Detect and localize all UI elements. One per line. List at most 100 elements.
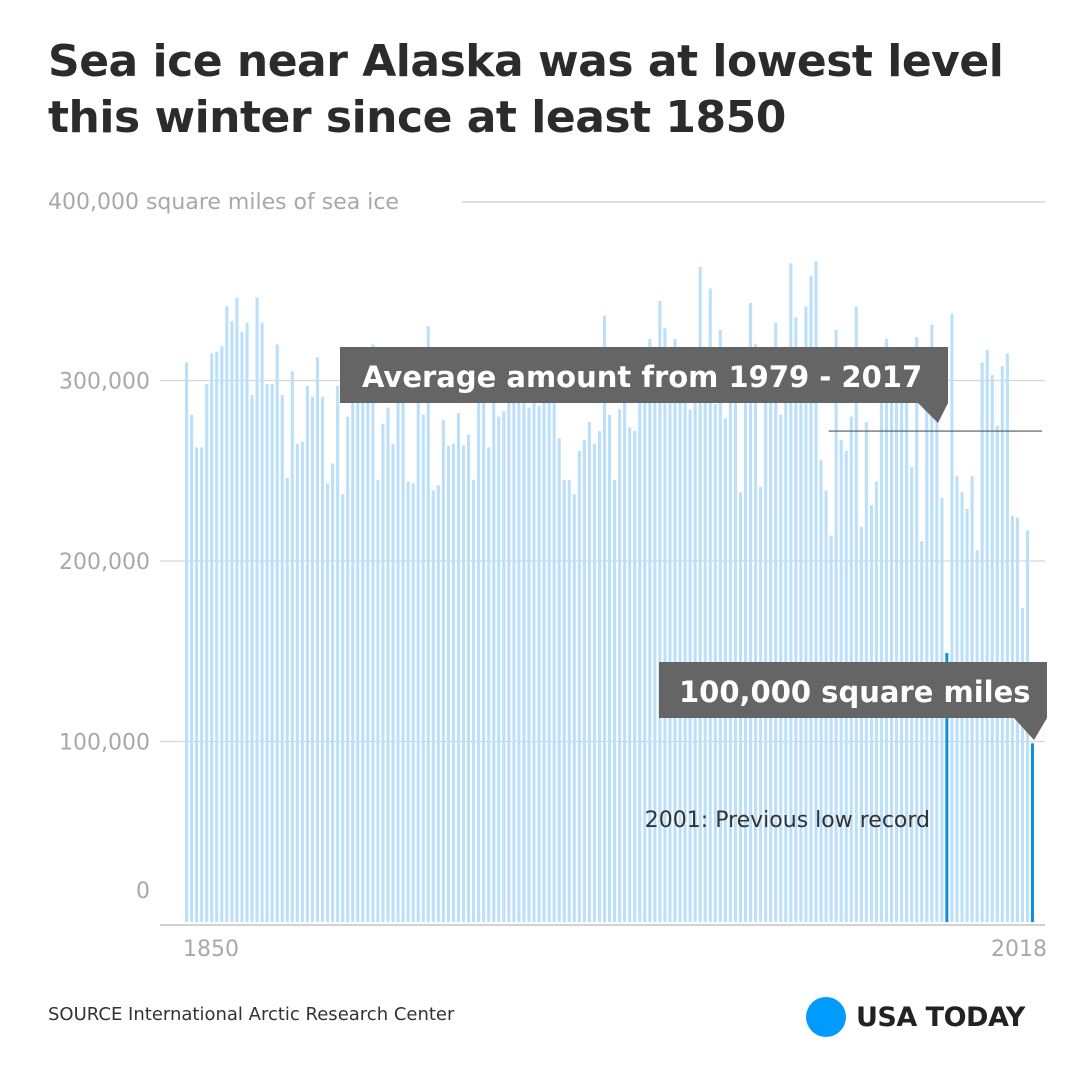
brand-dot-icon [806,997,846,1037]
bar [597,431,602,922]
bar [366,398,370,922]
bar [295,443,299,922]
bar [728,384,732,922]
bar [587,422,591,922]
bar [310,396,315,922]
source-note: SOURCE International Arctic Research Cen… [48,1004,455,1025]
bar [230,320,234,922]
bar [623,396,627,922]
bar [280,394,284,922]
bar [703,389,707,922]
bar [774,322,778,922]
bar [472,479,476,922]
bar [381,423,385,922]
bar [794,317,798,922]
bar [552,387,556,923]
bar [195,447,199,922]
bar [446,445,450,922]
bar [346,416,350,922]
bar [935,384,939,922]
bar [577,450,581,922]
bar [718,329,722,923]
bar [990,375,994,923]
bar [930,324,934,922]
bar [190,414,194,922]
bar [532,389,536,922]
bar [698,266,702,922]
bar [320,396,325,922]
current-low-callout-box [659,662,1047,740]
bar [250,394,254,922]
bar [265,384,269,922]
bar [618,409,622,922]
bar [607,414,612,922]
x-axis-ticks: 1850 2018 [183,937,1047,962]
y-tick-label: 300,000 [59,370,150,395]
bar [245,322,249,922]
bar [220,346,224,923]
bar [764,360,768,922]
y-tick-label: 200,000 [59,550,150,575]
bar [185,362,189,922]
bar [789,263,793,922]
bar [613,479,617,922]
average-callout-label: Average amount from 1979 - 2017 [362,360,922,394]
x-tick-label: 2018 [991,937,1047,962]
bar [708,288,712,922]
bar [235,297,239,923]
bar [507,348,511,922]
bar [562,479,566,922]
bar [673,338,677,922]
bar [200,447,204,922]
bar [743,380,748,922]
bar [748,302,753,922]
bar [754,344,758,922]
bar [466,434,471,922]
bar [391,443,395,922]
bar [950,313,954,923]
bar [482,357,486,922]
bar [572,494,576,922]
bar [678,380,682,922]
y-tick-label: 100,000 [59,731,150,756]
bar [542,389,546,922]
bar [567,479,571,922]
bar [905,349,909,922]
bar [205,384,209,922]
bar [557,438,561,922]
brand-name: USA TODAY [856,1001,1025,1033]
bar [401,389,405,922]
bar [517,391,521,923]
bar [879,389,884,922]
bar [371,344,375,922]
bar [497,416,501,922]
bar [784,394,788,922]
bar [331,463,335,922]
bar [895,382,899,922]
bar [502,411,506,922]
bar [416,396,420,922]
bar [315,357,320,922]
bar [643,362,647,922]
bar [975,550,979,922]
average-callout-box [340,347,948,423]
current-low-callout-label: 100,000 square miles [679,675,1031,709]
bar [547,387,551,923]
bar [300,441,304,922]
bar [356,400,360,922]
bar [884,338,889,922]
bar [456,412,461,922]
bar [210,353,214,922]
bar [325,483,330,922]
bar [809,275,813,922]
bar [663,328,667,922]
bar [240,331,244,922]
bar [426,326,430,923]
bar [733,384,737,922]
bar [255,297,259,923]
bar [653,391,657,923]
bar [527,407,531,922]
chart-title: Sea ice near Alaska was at lowest level … [48,36,1004,143]
y-axis-label: 400,000 square miles of sea ice [48,190,399,215]
